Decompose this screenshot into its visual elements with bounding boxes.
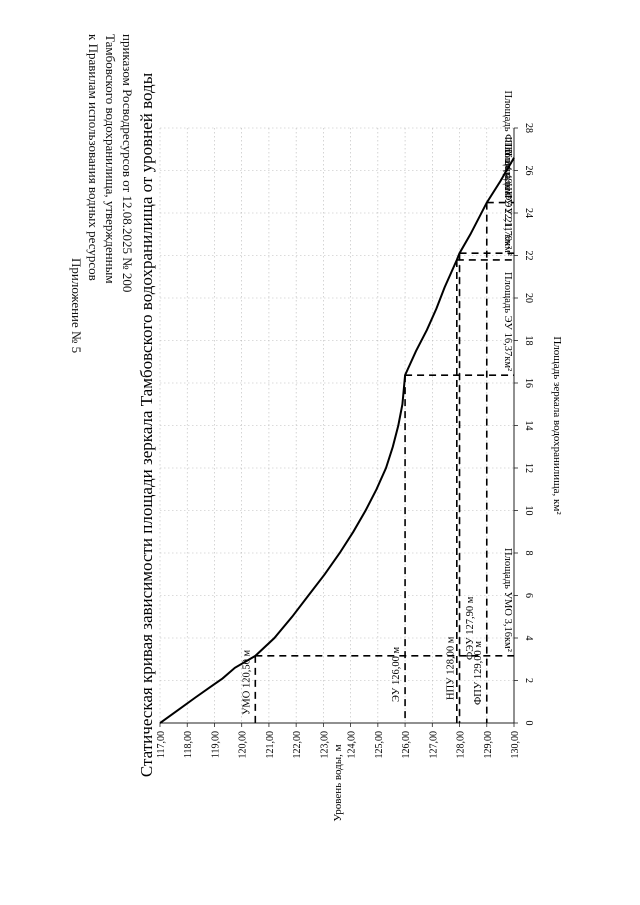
level-tick-label: 128,00: [456, 731, 467, 759]
level-tick-label: 126,00: [401, 731, 412, 759]
marker-eu-level-label: ЭУ 126,00 м: [391, 647, 402, 702]
area-tick-label: 22: [523, 251, 534, 261]
level-tick-label: 127,00: [428, 731, 439, 759]
level-tick-label: 117,00: [156, 731, 167, 758]
marker-umo-area-label: Площадь УМО 3,16км²: [502, 548, 513, 652]
area-tick-label: 6: [523, 593, 534, 598]
area-tick-label: 4: [523, 636, 534, 641]
level-tick-label: 120,00: [238, 731, 249, 759]
level-tick-label: 118,00: [183, 731, 194, 758]
level-tick-label: 119,00: [210, 731, 221, 758]
area-tick-label: 2: [523, 678, 534, 683]
level-axis-title: Уровень воды, м: [332, 744, 344, 821]
area-tick-label: 18: [523, 336, 534, 346]
area-tick-label: 16: [523, 378, 534, 388]
marker-umo-level-label: УМО 120,50 м: [241, 650, 252, 715]
level-area-curve: [159, 157, 515, 724]
marker-npu-area-label: Площадь НПУ 22,11 км²: [502, 140, 513, 250]
marker-npu-level-label: НПУ 128,00 м: [446, 636, 457, 700]
area-tick-label: 26: [523, 166, 534, 176]
area-tick-label: 14: [523, 421, 534, 431]
area-tick-label: 20: [523, 293, 534, 303]
marker-feu-area-label: Площадь ФЭУ 21,79км²: [502, 149, 513, 256]
level-tick-label: 122,00: [292, 731, 303, 759]
marker-fpu-level-label: ФПУ 129,00 м: [473, 641, 484, 705]
area-tick-label: 10: [523, 506, 534, 516]
area-tick-label: 28: [523, 123, 534, 133]
level-tick-label: 130,00: [510, 731, 521, 759]
area-tick-label: 12: [523, 463, 534, 473]
level-tick-label: 121,00: [265, 731, 276, 759]
level-tick-label: 124,00: [347, 731, 358, 759]
level-tick-label: 123,00: [319, 731, 330, 759]
marker-fpu-area-label: Площадь ФПУ 24,49км²: [502, 91, 513, 199]
area-tick-label: 24: [523, 208, 534, 218]
marker-eu-area-label: Площадь ЭУ 16,37км²: [502, 272, 513, 371]
level-tick-label: 125,00: [374, 731, 385, 759]
marker-feu-level-label: ФЭУ 127,90 м: [465, 596, 476, 660]
area-tick-label: 8: [523, 551, 534, 556]
chart-title: Статическая кривая зависимости площади з…: [137, 72, 156, 777]
area-tick-label: 0: [523, 721, 534, 726]
area-axis-title: Площадь зеркала водохранилища, км²: [551, 336, 563, 515]
level-tick-label: 129,00: [483, 731, 494, 759]
